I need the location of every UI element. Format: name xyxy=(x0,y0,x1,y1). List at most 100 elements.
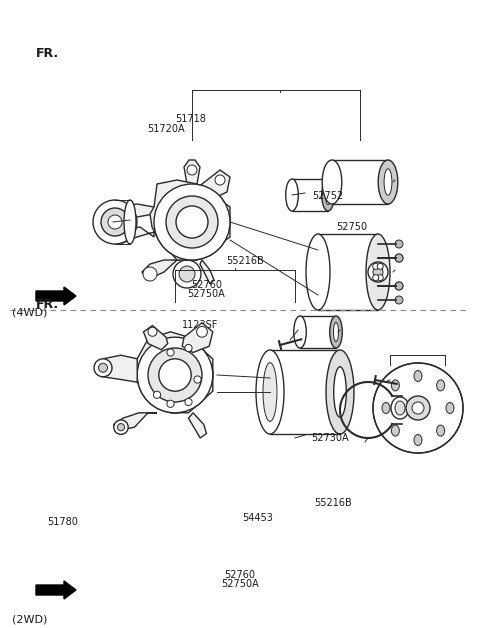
Polygon shape xyxy=(270,350,340,434)
Polygon shape xyxy=(150,180,230,260)
Circle shape xyxy=(154,184,230,260)
Polygon shape xyxy=(142,260,180,280)
Circle shape xyxy=(215,175,225,185)
Text: 51718: 51718 xyxy=(176,114,206,124)
Text: 52760: 52760 xyxy=(225,570,255,580)
Text: 52750: 52750 xyxy=(336,222,367,232)
Circle shape xyxy=(395,254,403,262)
Circle shape xyxy=(197,327,207,337)
Polygon shape xyxy=(36,287,76,305)
Circle shape xyxy=(185,398,192,406)
Ellipse shape xyxy=(322,160,342,204)
Polygon shape xyxy=(182,323,213,352)
Polygon shape xyxy=(189,413,206,438)
Circle shape xyxy=(148,348,202,402)
Polygon shape xyxy=(134,332,213,413)
Text: 52730A: 52730A xyxy=(311,433,348,443)
Circle shape xyxy=(395,254,403,262)
Circle shape xyxy=(395,282,403,290)
Circle shape xyxy=(368,262,388,282)
FancyBboxPatch shape xyxy=(332,160,388,204)
Ellipse shape xyxy=(124,200,136,244)
Ellipse shape xyxy=(294,316,306,348)
Ellipse shape xyxy=(326,350,354,434)
Ellipse shape xyxy=(286,179,298,211)
Text: 52750A: 52750A xyxy=(188,289,225,299)
Ellipse shape xyxy=(391,425,399,436)
Ellipse shape xyxy=(263,362,277,421)
Circle shape xyxy=(373,274,379,281)
Circle shape xyxy=(373,263,379,269)
Circle shape xyxy=(185,344,192,352)
Circle shape xyxy=(395,240,403,248)
Circle shape xyxy=(373,363,463,453)
Circle shape xyxy=(148,348,202,402)
Polygon shape xyxy=(144,325,168,350)
Ellipse shape xyxy=(391,397,409,419)
Ellipse shape xyxy=(325,185,331,205)
Circle shape xyxy=(194,376,201,383)
Circle shape xyxy=(154,391,161,398)
Circle shape xyxy=(114,420,128,435)
Circle shape xyxy=(166,196,218,248)
Ellipse shape xyxy=(414,435,422,445)
Text: FR.: FR. xyxy=(36,47,59,60)
Circle shape xyxy=(395,282,403,290)
Text: 54453: 54453 xyxy=(242,513,273,523)
Circle shape xyxy=(395,296,403,304)
Text: 55216B: 55216B xyxy=(314,498,352,508)
FancyBboxPatch shape xyxy=(300,316,336,348)
Circle shape xyxy=(167,349,174,356)
Circle shape xyxy=(148,327,157,337)
Polygon shape xyxy=(200,260,214,284)
Ellipse shape xyxy=(330,316,342,348)
Polygon shape xyxy=(318,234,378,310)
Polygon shape xyxy=(117,227,154,244)
Circle shape xyxy=(159,359,191,391)
Circle shape xyxy=(137,337,213,413)
Ellipse shape xyxy=(414,371,422,381)
Ellipse shape xyxy=(322,179,334,211)
Circle shape xyxy=(143,267,157,281)
Ellipse shape xyxy=(382,403,390,413)
FancyBboxPatch shape xyxy=(292,179,328,211)
Polygon shape xyxy=(112,204,154,220)
Text: 1123SF: 1123SF xyxy=(182,320,219,330)
Text: 55216B: 55216B xyxy=(227,256,264,266)
Circle shape xyxy=(179,266,195,282)
Text: 52760: 52760 xyxy=(191,280,222,290)
Circle shape xyxy=(101,208,129,236)
Text: 52750A: 52750A xyxy=(221,579,259,589)
Ellipse shape xyxy=(437,380,444,391)
Text: FR.: FR. xyxy=(36,298,59,311)
Ellipse shape xyxy=(306,234,330,310)
Circle shape xyxy=(118,424,125,431)
Polygon shape xyxy=(200,170,230,200)
Ellipse shape xyxy=(391,380,399,391)
Ellipse shape xyxy=(395,401,405,415)
Ellipse shape xyxy=(256,350,284,434)
Ellipse shape xyxy=(446,403,454,413)
Polygon shape xyxy=(184,160,200,184)
Circle shape xyxy=(176,206,208,238)
Circle shape xyxy=(176,206,208,238)
Text: (4WD): (4WD) xyxy=(12,308,48,318)
Circle shape xyxy=(373,267,383,277)
Circle shape xyxy=(406,396,430,420)
Ellipse shape xyxy=(334,322,338,342)
Circle shape xyxy=(173,260,201,288)
Circle shape xyxy=(167,400,174,408)
Text: (2WD): (2WD) xyxy=(12,614,48,624)
Text: 51720A: 51720A xyxy=(147,124,184,134)
Circle shape xyxy=(166,196,218,248)
Circle shape xyxy=(159,359,191,391)
Polygon shape xyxy=(36,581,76,599)
Ellipse shape xyxy=(334,367,346,417)
Circle shape xyxy=(94,359,112,377)
Text: 52752: 52752 xyxy=(312,191,343,201)
Circle shape xyxy=(108,215,122,229)
Circle shape xyxy=(412,402,424,414)
Circle shape xyxy=(93,200,137,244)
Ellipse shape xyxy=(384,169,392,195)
Text: 51780: 51780 xyxy=(47,517,78,527)
